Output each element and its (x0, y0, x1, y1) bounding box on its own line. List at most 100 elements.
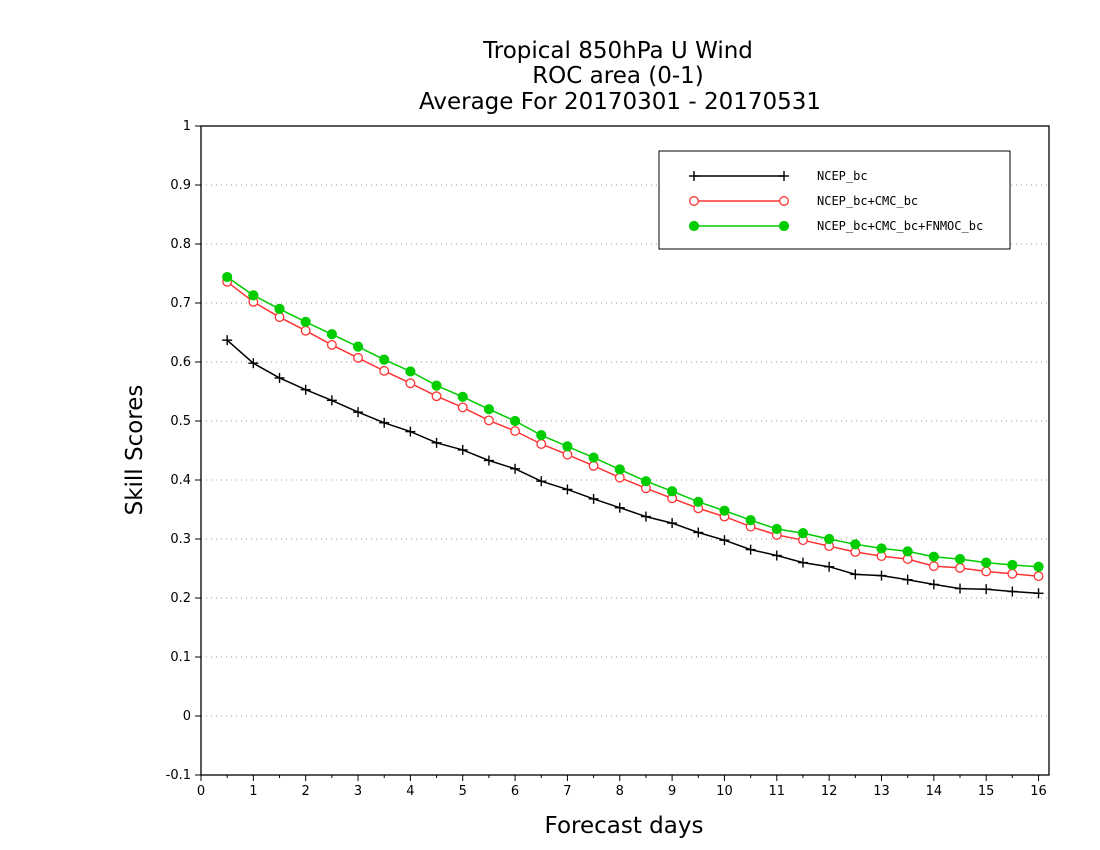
data-point (797, 528, 809, 539)
y-tick-label: 1 (183, 119, 191, 134)
x-tick-label: 16 (1030, 784, 1047, 799)
data-point (379, 365, 390, 376)
data-point (693, 496, 704, 507)
data-point (457, 391, 468, 402)
data-point (689, 171, 699, 181)
data-point (779, 171, 789, 181)
data-point (719, 535, 730, 546)
chart-title: Tropical 850hPa U Wind ROC area (0-1) Av… (419, 38, 821, 115)
legend-label: NCEP_bc (817, 169, 868, 183)
data-point (222, 271, 233, 283)
legend-item: NCEP_bc (689, 169, 868, 183)
data-point (928, 579, 939, 590)
data-point (745, 515, 756, 526)
data-point (562, 484, 573, 495)
data-point (824, 561, 835, 572)
data-point (300, 384, 311, 395)
data-point (954, 553, 966, 565)
legend-box (658, 150, 1011, 250)
data-point (510, 463, 521, 474)
y-tick-label: 0.5 (170, 414, 191, 429)
y-tick-label: 0.3 (170, 532, 191, 547)
data-point (1033, 561, 1044, 572)
data-point (797, 557, 808, 568)
title-line-3: Average For 20170301 - 20170531 (419, 89, 821, 115)
series-1 (222, 335, 1044, 599)
data-point (955, 562, 965, 573)
x-tick-label: 7 (563, 784, 571, 799)
data-point (274, 303, 285, 314)
title-line-2: ROC area (0-1) (532, 63, 704, 89)
x-tick-label: 2 (302, 784, 310, 799)
data-point (326, 329, 337, 340)
y-tick-label: -0.1 (166, 768, 191, 783)
data-point (981, 557, 992, 568)
data-point (274, 312, 285, 323)
y-tick-label: 0.6 (170, 355, 191, 370)
x-tick-label: 12 (821, 784, 838, 799)
data-point (850, 569, 861, 580)
legend-item: NCEP_bc+CMC_bc+FNMOC_bc (688, 219, 983, 233)
data-point (688, 220, 700, 232)
y-tick-label: 0.2 (170, 591, 191, 606)
data-point (1033, 588, 1044, 599)
x-tick-label: 10 (716, 784, 733, 799)
data-point (902, 574, 913, 585)
data-point (457, 402, 468, 413)
data-point (1007, 559, 1018, 571)
data-point (431, 380, 442, 391)
y-tick-label: 0.4 (170, 473, 191, 488)
grid (201, 184, 1049, 717)
data-point (562, 449, 573, 460)
x-axis-label: Forecast days (545, 813, 704, 839)
legend-label: NCEP_bc+CMC_bc (817, 194, 918, 208)
title-line-1: Tropical 850hPa U Wind (482, 38, 753, 64)
data-point (850, 539, 861, 550)
data-point (955, 583, 966, 594)
series-3 (222, 271, 1044, 572)
series-2 (222, 276, 1044, 582)
series-line (226, 281, 1039, 577)
data-point (405, 366, 416, 377)
data-point (614, 472, 625, 483)
data-point (483, 404, 495, 415)
data-point (431, 437, 442, 448)
data-point (824, 533, 835, 545)
data-point (876, 543, 887, 554)
data-point (588, 452, 599, 463)
data-point (640, 511, 651, 522)
data-point (248, 358, 259, 369)
data-point (431, 391, 442, 402)
y-tick-label: 0.9 (170, 178, 191, 193)
x-tick-label: 15 (978, 784, 995, 799)
data-point (300, 316, 311, 327)
data-point (667, 486, 678, 497)
x-tick-label: 0 (197, 784, 205, 799)
data-point (274, 372, 285, 383)
data-point (928, 551, 939, 562)
axes (200, 125, 1050, 776)
data-point (379, 354, 390, 365)
data-point (719, 505, 730, 516)
y-tick-label: 0.7 (170, 296, 191, 311)
data-point (771, 550, 782, 561)
data-point (536, 430, 547, 441)
data-point (981, 566, 992, 577)
y-tick-label: 0.8 (170, 237, 191, 252)
data-point (536, 476, 547, 487)
data-point (588, 493, 599, 504)
data-point (779, 196, 789, 206)
data-point (379, 417, 390, 428)
x-tick-label: 9 (668, 784, 676, 799)
data-point (483, 455, 494, 466)
y-tick-label: 0 (183, 709, 191, 724)
series-line (226, 339, 1039, 595)
data-point (536, 439, 547, 449)
data-point (405, 426, 416, 437)
data-point (667, 518, 678, 529)
data-point (300, 325, 311, 336)
plot-frame (200, 125, 1050, 776)
x-tick-label: 1 (249, 784, 257, 799)
legend-item: NCEP_bc+CMC_bc (689, 194, 918, 208)
